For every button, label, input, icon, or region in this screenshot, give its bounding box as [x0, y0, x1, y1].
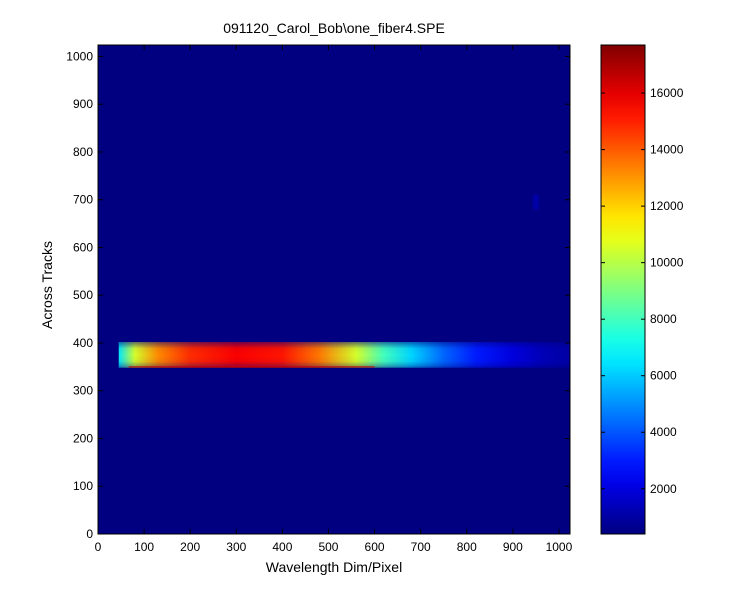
colorbar-ticks: 2000 4000 6000 8000 10000 12000 14000 16000: [601, 86, 684, 496]
colorbar-tick-label: 10000: [650, 256, 684, 270]
y-tick-label: 200: [73, 431, 93, 445]
x-tick-label: 400: [272, 540, 292, 554]
colorbar-tick-label: 6000: [650, 369, 677, 383]
x-tick-label: 700: [411, 540, 431, 554]
x-tick-label: 500: [318, 540, 338, 554]
colorbar-tick-label: 4000: [650, 425, 677, 439]
x-tick-label: 100: [134, 540, 154, 554]
plot-frame: [97, 44, 571, 535]
y-tick-label: 300: [73, 384, 93, 398]
y-tick-label: 400: [73, 336, 93, 350]
colorbar-gradient: [601, 45, 645, 534]
faint-spot: [532, 194, 539, 210]
colorbar-tick-label: 16000: [650, 86, 684, 100]
colorbar-frame: [600, 44, 646, 535]
y-tick-label: 600: [73, 240, 93, 254]
colorbar-tick-label: 8000: [650, 312, 677, 326]
x-tick-label: 300: [226, 540, 246, 554]
colorbar: [600, 44, 646, 535]
y-axis-ticks: 0 100 200 300 400 500 600 700 800 900 1000: [66, 49, 570, 541]
y-tick-label: 100: [73, 479, 93, 493]
y-tick-label: 1000: [66, 49, 93, 63]
x-tick-label: 200: [180, 540, 200, 554]
y-tick-label: 700: [73, 193, 93, 207]
signal-band-edge-fade: [118, 342, 570, 368]
colorbar-tick-label: 2000: [650, 482, 677, 496]
x-tick-label: 900: [503, 540, 523, 554]
heatmap-plot: [97, 44, 571, 535]
chart-title: 091120_Carol_Bob\one_fiber4.SPE: [223, 20, 445, 36]
y-tick-label: 500: [73, 288, 93, 302]
y-tick-label: 0: [86, 527, 93, 541]
colorbar-tick-label: 12000: [650, 199, 684, 213]
x-tick-label: 600: [365, 540, 385, 554]
y-tick-label: 900: [73, 97, 93, 111]
x-tick-label: 800: [457, 540, 477, 554]
y-tick-label: 800: [73, 145, 93, 159]
x-axis-label: Wavelength Dim/Pixel: [265, 559, 403, 575]
x-tick-label: 0: [95, 540, 102, 554]
colorbar-tick-label: 14000: [650, 143, 684, 157]
x-tick-label: 1000: [546, 540, 573, 554]
x-axis-ticks: 0 100 200 300 400 500 600 700 800 900 1000: [95, 45, 573, 554]
heatmap-background: [98, 45, 570, 534]
